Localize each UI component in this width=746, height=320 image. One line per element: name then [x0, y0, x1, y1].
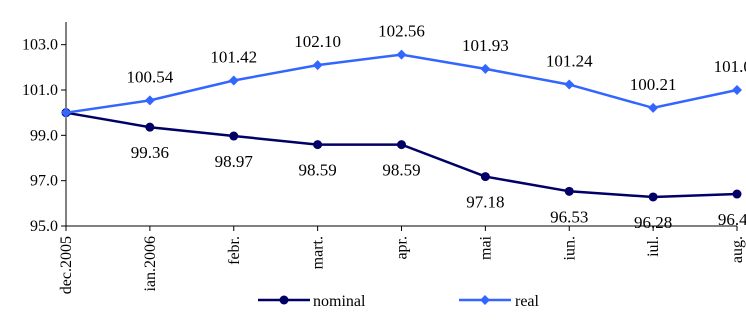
data-point-real [312, 60, 323, 71]
data-point-real [564, 79, 575, 90]
x-tick-label: iun. [561, 236, 578, 260]
x-tick-label: febr. [226, 236, 243, 265]
data-label-nominal: 96.53 [550, 207, 588, 226]
data-label-real: 101.42 [210, 47, 257, 66]
y-tick-label: 103.0 [22, 37, 58, 54]
data-label-nominal: 99.36 [131, 143, 169, 162]
data-point-real [732, 85, 742, 95]
data-point-real [480, 63, 491, 74]
series-layer [61, 49, 742, 202]
legend-label-nominal: nominal [313, 293, 366, 310]
data-point-nominal [564, 186, 574, 196]
data-label-nominal: 97.18 [466, 193, 504, 212]
x-tick-label: dec.2005 [58, 236, 75, 294]
data-point-nominal [648, 192, 658, 202]
data-point-real [228, 75, 239, 86]
data-label-real: 101.93 [462, 36, 509, 55]
data-label-real: 101.24 [546, 52, 593, 71]
data-point-real [648, 102, 659, 113]
data-label-nominal: 96.28 [634, 213, 672, 232]
data-label-real: 102.10 [294, 32, 341, 51]
data-point-nominal [313, 140, 323, 150]
x-tick-label: ian.2006 [142, 236, 159, 292]
legend-marker-real [480, 295, 490, 305]
y-tick-label: 95.0 [30, 218, 58, 235]
data-label-nominal: 96.41 [718, 210, 746, 229]
data-point-nominal [229, 131, 239, 141]
x-tick-label: aug. [729, 236, 746, 263]
y-tick-label: 101.0 [22, 82, 58, 99]
data-point-real [61, 107, 71, 118]
legend-marker-nominal [279, 295, 289, 305]
chart-axes: 95.0 97.0 99.0 101.0 103.0 dec.2005 ian.2006 fe… [22, 22, 746, 294]
x-tick-label: apr. [394, 236, 411, 260]
y-tick-label: 99.0 [30, 127, 58, 144]
data-labels: 100.54 101.42 102.10 102.56 101.93 101.24 100.… [127, 22, 746, 232]
data-point-real [396, 49, 407, 60]
data-point-nominal [480, 172, 490, 182]
y-tick-label: 97.0 [30, 173, 58, 190]
data-label-nominal: 98.97 [215, 152, 254, 171]
data-label-real: 100.21 [630, 75, 677, 94]
data-label-real: 102.56 [378, 22, 425, 41]
data-label-nominal: 98.59 [382, 161, 420, 180]
data-label-real: 101.00 [714, 57, 746, 76]
data-point-nominal [732, 189, 742, 199]
legend-label-real: real [515, 293, 540, 310]
data-point-nominal [145, 122, 155, 132]
x-tick-label: mai [477, 235, 494, 260]
data-label-nominal: 98.59 [299, 161, 337, 180]
x-tick-label: iul. [645, 236, 662, 257]
data-label-real: 100.54 [127, 67, 174, 86]
data-point-real [144, 95, 155, 106]
data-point-nominal [397, 140, 406, 150]
x-tick-label: mart. [310, 236, 327, 269]
legend: nominal real [258, 293, 540, 310]
